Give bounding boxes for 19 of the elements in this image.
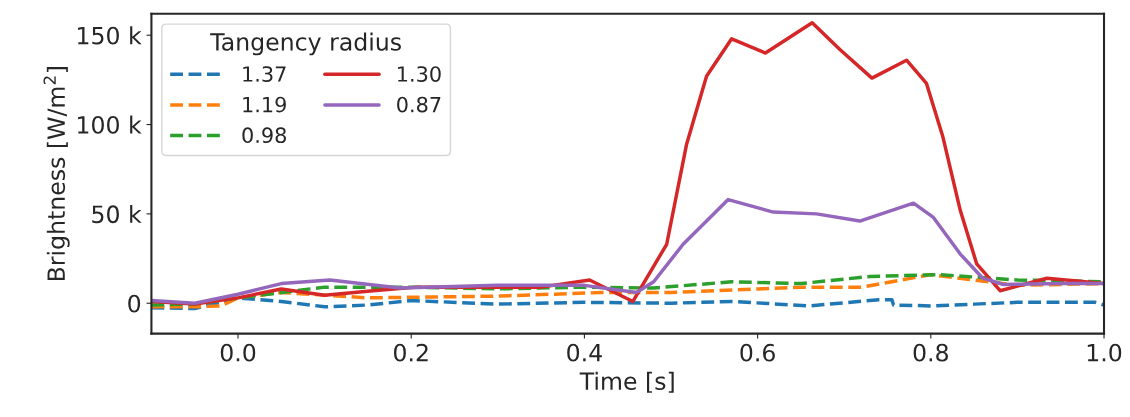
x-axis-title: Time [s] — [579, 371, 674, 393]
x-tick-label: 0.6 — [740, 343, 775, 362]
x-tick-label: 0.0 — [220, 343, 256, 362]
x-tick-label: 0.4 — [567, 343, 602, 362]
y-tick-label: 50 k — [92, 204, 142, 224]
y-tick-label: 150 k — [78, 26, 142, 45]
x-tick-label: 0.2 — [394, 343, 428, 362]
legend-label: 0.87 — [397, 96, 441, 113]
y-axis-title: Brightness [W/m$^{2}$] — [43, 67, 70, 281]
legend-label: 1.19 — [243, 96, 286, 113]
legend-title: Tangency radius — [210, 32, 401, 56]
line-series — [151, 197, 1105, 305]
y-tick-label: 0 — [128, 294, 141, 313]
legend-label: 1.30 — [398, 66, 441, 82]
x-tick-label: 1.0 — [1087, 343, 1122, 362]
legend-label: 0.98 — [242, 127, 286, 144]
x-tick-label: 0.8 — [913, 343, 948, 362]
y-tick-label: 100 k — [78, 115, 142, 134]
legend-label: 1.37 — [243, 66, 286, 82]
